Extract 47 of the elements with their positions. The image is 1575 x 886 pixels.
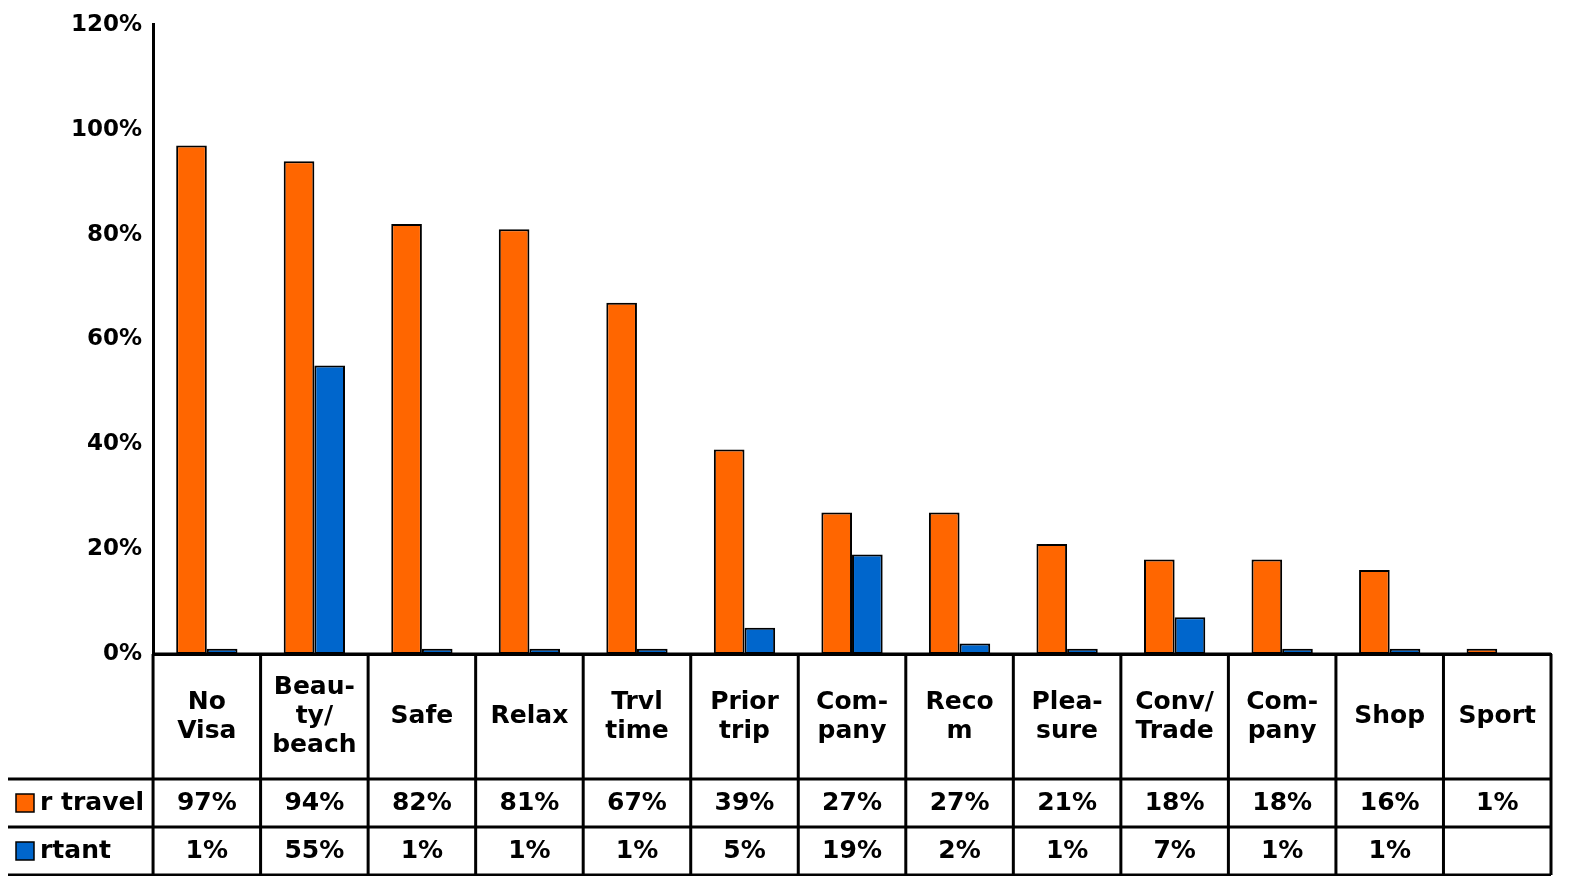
data-label: 1% [508, 834, 551, 864]
data-label: 82% [391, 786, 452, 816]
y-tick-label: 60% [86, 324, 143, 351]
x-tick-label: Reco m [925, 685, 994, 744]
x-tick-label: Plea- sure [1031, 685, 1103, 744]
x-tick-label: Sport [1458, 700, 1536, 729]
data-label: 1% [1260, 834, 1304, 864]
x-tick-label: Relax [490, 700, 569, 729]
x-tick-label: Safe [390, 700, 454, 729]
x-tick-label: Prior trip [710, 685, 780, 744]
x-tick-label: Beau- ty/ beach [272, 671, 357, 758]
data-label: 27% [822, 786, 882, 816]
x-tick-label: Com- pany [816, 685, 888, 744]
data-label: 19% [822, 834, 882, 864]
data-label: 67% [607, 786, 667, 816]
x-tick-label: Trvl time [605, 685, 669, 744]
data-label: 81% [499, 786, 560, 816]
x-tick-label: Shop [1354, 700, 1426, 729]
data-label: 21% [1037, 786, 1098, 816]
data-label: 1% [1368, 834, 1411, 864]
data-label: 18% [1144, 786, 1205, 816]
legend-label: r travel [40, 786, 145, 816]
data-label: 1% [185, 834, 229, 864]
data-label: 5% [723, 834, 766, 864]
data-label: 2% [938, 834, 981, 864]
data-label: 94% [284, 786, 345, 816]
data-label: 18% [1252, 786, 1313, 816]
data-label: 39% [714, 786, 775, 816]
data-label: 1% [615, 834, 659, 864]
y-tick-label: 100% [70, 114, 143, 141]
data-label: 7% [1153, 834, 1196, 864]
y-tick-label: 40% [86, 429, 143, 456]
y-tick-label: 80% [86, 219, 143, 246]
data-label: 1% [400, 834, 444, 864]
x-tick-label: Conv/ Trade [1135, 685, 1215, 744]
x-tick-label: No Visa [177, 685, 237, 744]
data-label: 27% [929, 786, 990, 816]
legend-label: rtant [40, 834, 111, 864]
x-tick-label: Com- pany [1246, 685, 1319, 744]
data-label: 16% [1359, 786, 1420, 816]
y-tick-label: 120% [70, 9, 143, 36]
data-label: 97% [176, 786, 237, 816]
y-tick-label: 20% [86, 534, 143, 561]
y-tick-label: 0% [102, 638, 143, 665]
data-label: 1% [1045, 834, 1089, 864]
data-label: 55% [284, 834, 345, 864]
data-label: 1% [1476, 786, 1519, 816]
